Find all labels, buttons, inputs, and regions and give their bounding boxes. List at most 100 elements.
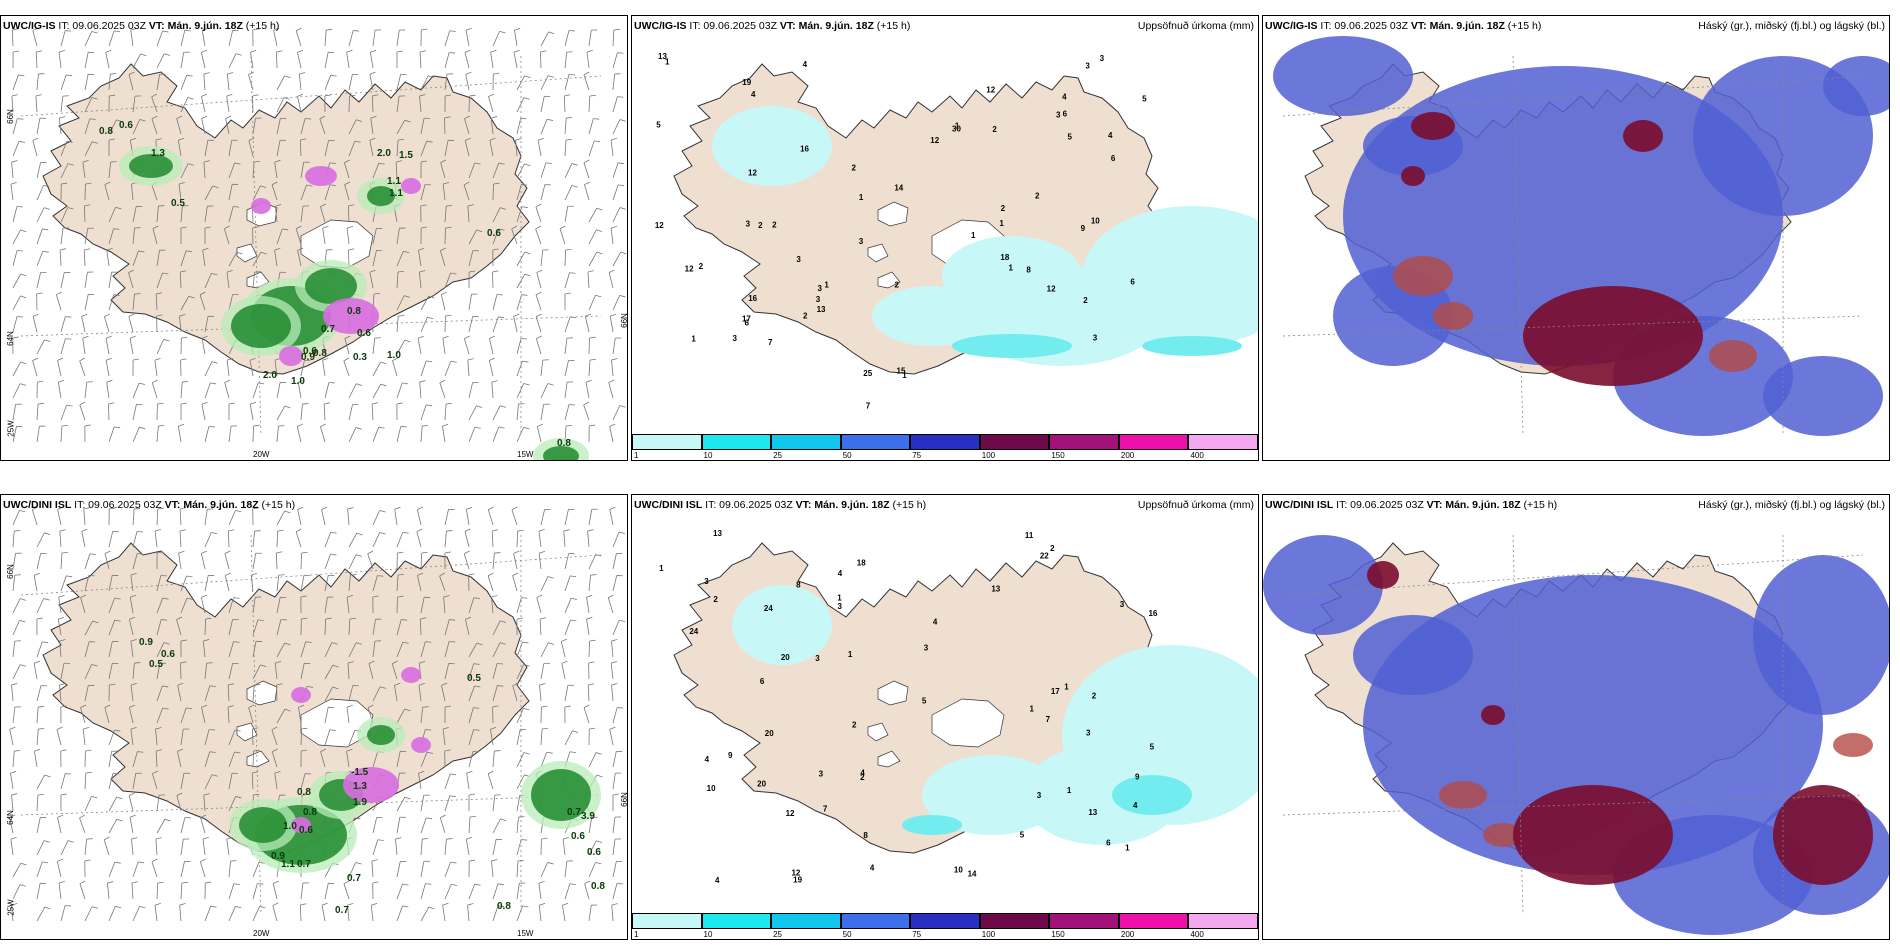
wind-barb <box>81 528 88 548</box>
wind-barb <box>420 316 434 333</box>
wind-barb <box>588 639 596 658</box>
wind-barb <box>585 379 592 399</box>
wind-value-label: -1.5 <box>351 767 369 778</box>
wind-barb <box>226 836 233 856</box>
wind-barb <box>468 316 479 333</box>
wind-barb <box>584 313 592 333</box>
wind-barb <box>420 551 428 570</box>
wind-barb <box>492 685 504 702</box>
colorbar-label: 75 <box>912 930 922 939</box>
lat-label-right: 66N <box>619 313 628 328</box>
wind-barb <box>300 551 308 570</box>
wind-value-label: 1.1 <box>389 188 403 199</box>
panel-title: UWC/IG-IS IT: 09.06.2025 03Z VT: Mán. 9.… <box>634 20 911 32</box>
wind-value-label: 0.8 <box>557 438 571 449</box>
high-cloud <box>1513 785 1673 885</box>
wind-barb <box>228 425 238 443</box>
wind-barb <box>84 749 92 768</box>
wind-barb <box>252 226 259 245</box>
precip-value-label: 7 <box>768 338 773 347</box>
wind-barb <box>564 163 578 179</box>
wind-barb <box>36 728 45 746</box>
wind-barb <box>156 272 169 289</box>
wind-barb <box>36 117 46 135</box>
low-cloud <box>1353 615 1473 695</box>
wind-barb <box>564 860 573 878</box>
precip-value-label: 20 <box>765 729 774 738</box>
wind-value-label: 0.9 <box>301 352 315 363</box>
colorbar-swatch <box>771 434 841 450</box>
wind-barb <box>420 226 428 245</box>
wind-barb <box>180 226 187 245</box>
wind-barb <box>276 425 285 443</box>
wind-barb <box>250 573 258 592</box>
wind-barb <box>538 880 545 900</box>
wind-barb <box>564 553 575 570</box>
wind-barb <box>513 49 520 69</box>
wind-barb <box>156 642 170 658</box>
precip-value-label: 3 <box>796 255 801 264</box>
colorbar-label: 400 <box>1190 451 1204 460</box>
wind-barb <box>420 817 433 834</box>
wind-barb <box>587 270 594 289</box>
wind-barb <box>276 510 291 526</box>
wind-barb <box>82 335 89 355</box>
wind-barb <box>516 97 530 113</box>
wind-barb <box>12 336 19 355</box>
wind-barb <box>200 594 208 614</box>
wind-barb <box>59 529 66 548</box>
wind-barb <box>612 552 623 570</box>
wind-barb <box>36 532 51 548</box>
mid-cloud <box>1439 781 1487 809</box>
wind-barb <box>444 773 457 790</box>
precip-value-label: 13 <box>1088 808 1097 817</box>
wind-barb <box>492 405 506 421</box>
wind-barb <box>300 727 308 746</box>
wind-barb <box>201 335 208 355</box>
precip-value-label: 12 <box>1047 284 1056 293</box>
colorbar-label: 50 <box>842 451 852 460</box>
wind-barb <box>611 639 618 658</box>
wind-value-label: 0.5 <box>467 673 481 684</box>
wind-barb <box>84 664 98 680</box>
wind-barb <box>180 51 190 69</box>
wind-barb <box>564 205 574 223</box>
wind-barb <box>299 903 307 922</box>
wind-barb <box>201 93 208 113</box>
wind-barb <box>105 357 112 377</box>
wind-barb <box>516 118 527 135</box>
wind-barb <box>588 229 603 245</box>
wind-barb <box>420 28 428 47</box>
panel-variable-label: Uppsöfnuð úrkoma (mm) <box>1137 20 1254 32</box>
wind-barb <box>9 726 16 746</box>
precip-value-label: 17 <box>1051 687 1060 696</box>
wind-barb <box>516 859 524 878</box>
wind-barb <box>84 73 95 91</box>
wind-barb <box>179 314 186 333</box>
wind-barb <box>154 357 161 377</box>
wind-barb <box>588 358 597 377</box>
wind-barb <box>151 858 158 878</box>
precip-value-label: 4 <box>870 864 875 873</box>
wind-barb <box>444 641 456 658</box>
wind-barb <box>540 403 550 421</box>
precip-value-label: 1 <box>955 121 960 130</box>
precip-value-label: 12 <box>685 265 694 274</box>
wind-barb <box>516 728 527 746</box>
wind-barb <box>420 860 430 878</box>
graticule-line <box>1282 315 1864 337</box>
wind-barb <box>180 336 188 355</box>
wind-barb <box>564 337 573 355</box>
wind-barb <box>348 532 363 548</box>
wind-barb <box>199 291 206 311</box>
wind-value-label: 0.6 <box>161 649 175 660</box>
wind-barb <box>128 792 135 812</box>
wind-barb <box>516 882 526 900</box>
wind-barb <box>439 379 446 399</box>
wind-barb <box>57 379 65 399</box>
wind-barb <box>11 683 18 702</box>
wind-barb <box>155 837 162 856</box>
wind-barb <box>468 685 481 702</box>
wind-barb <box>487 506 494 526</box>
wind-barb <box>36 250 49 267</box>
